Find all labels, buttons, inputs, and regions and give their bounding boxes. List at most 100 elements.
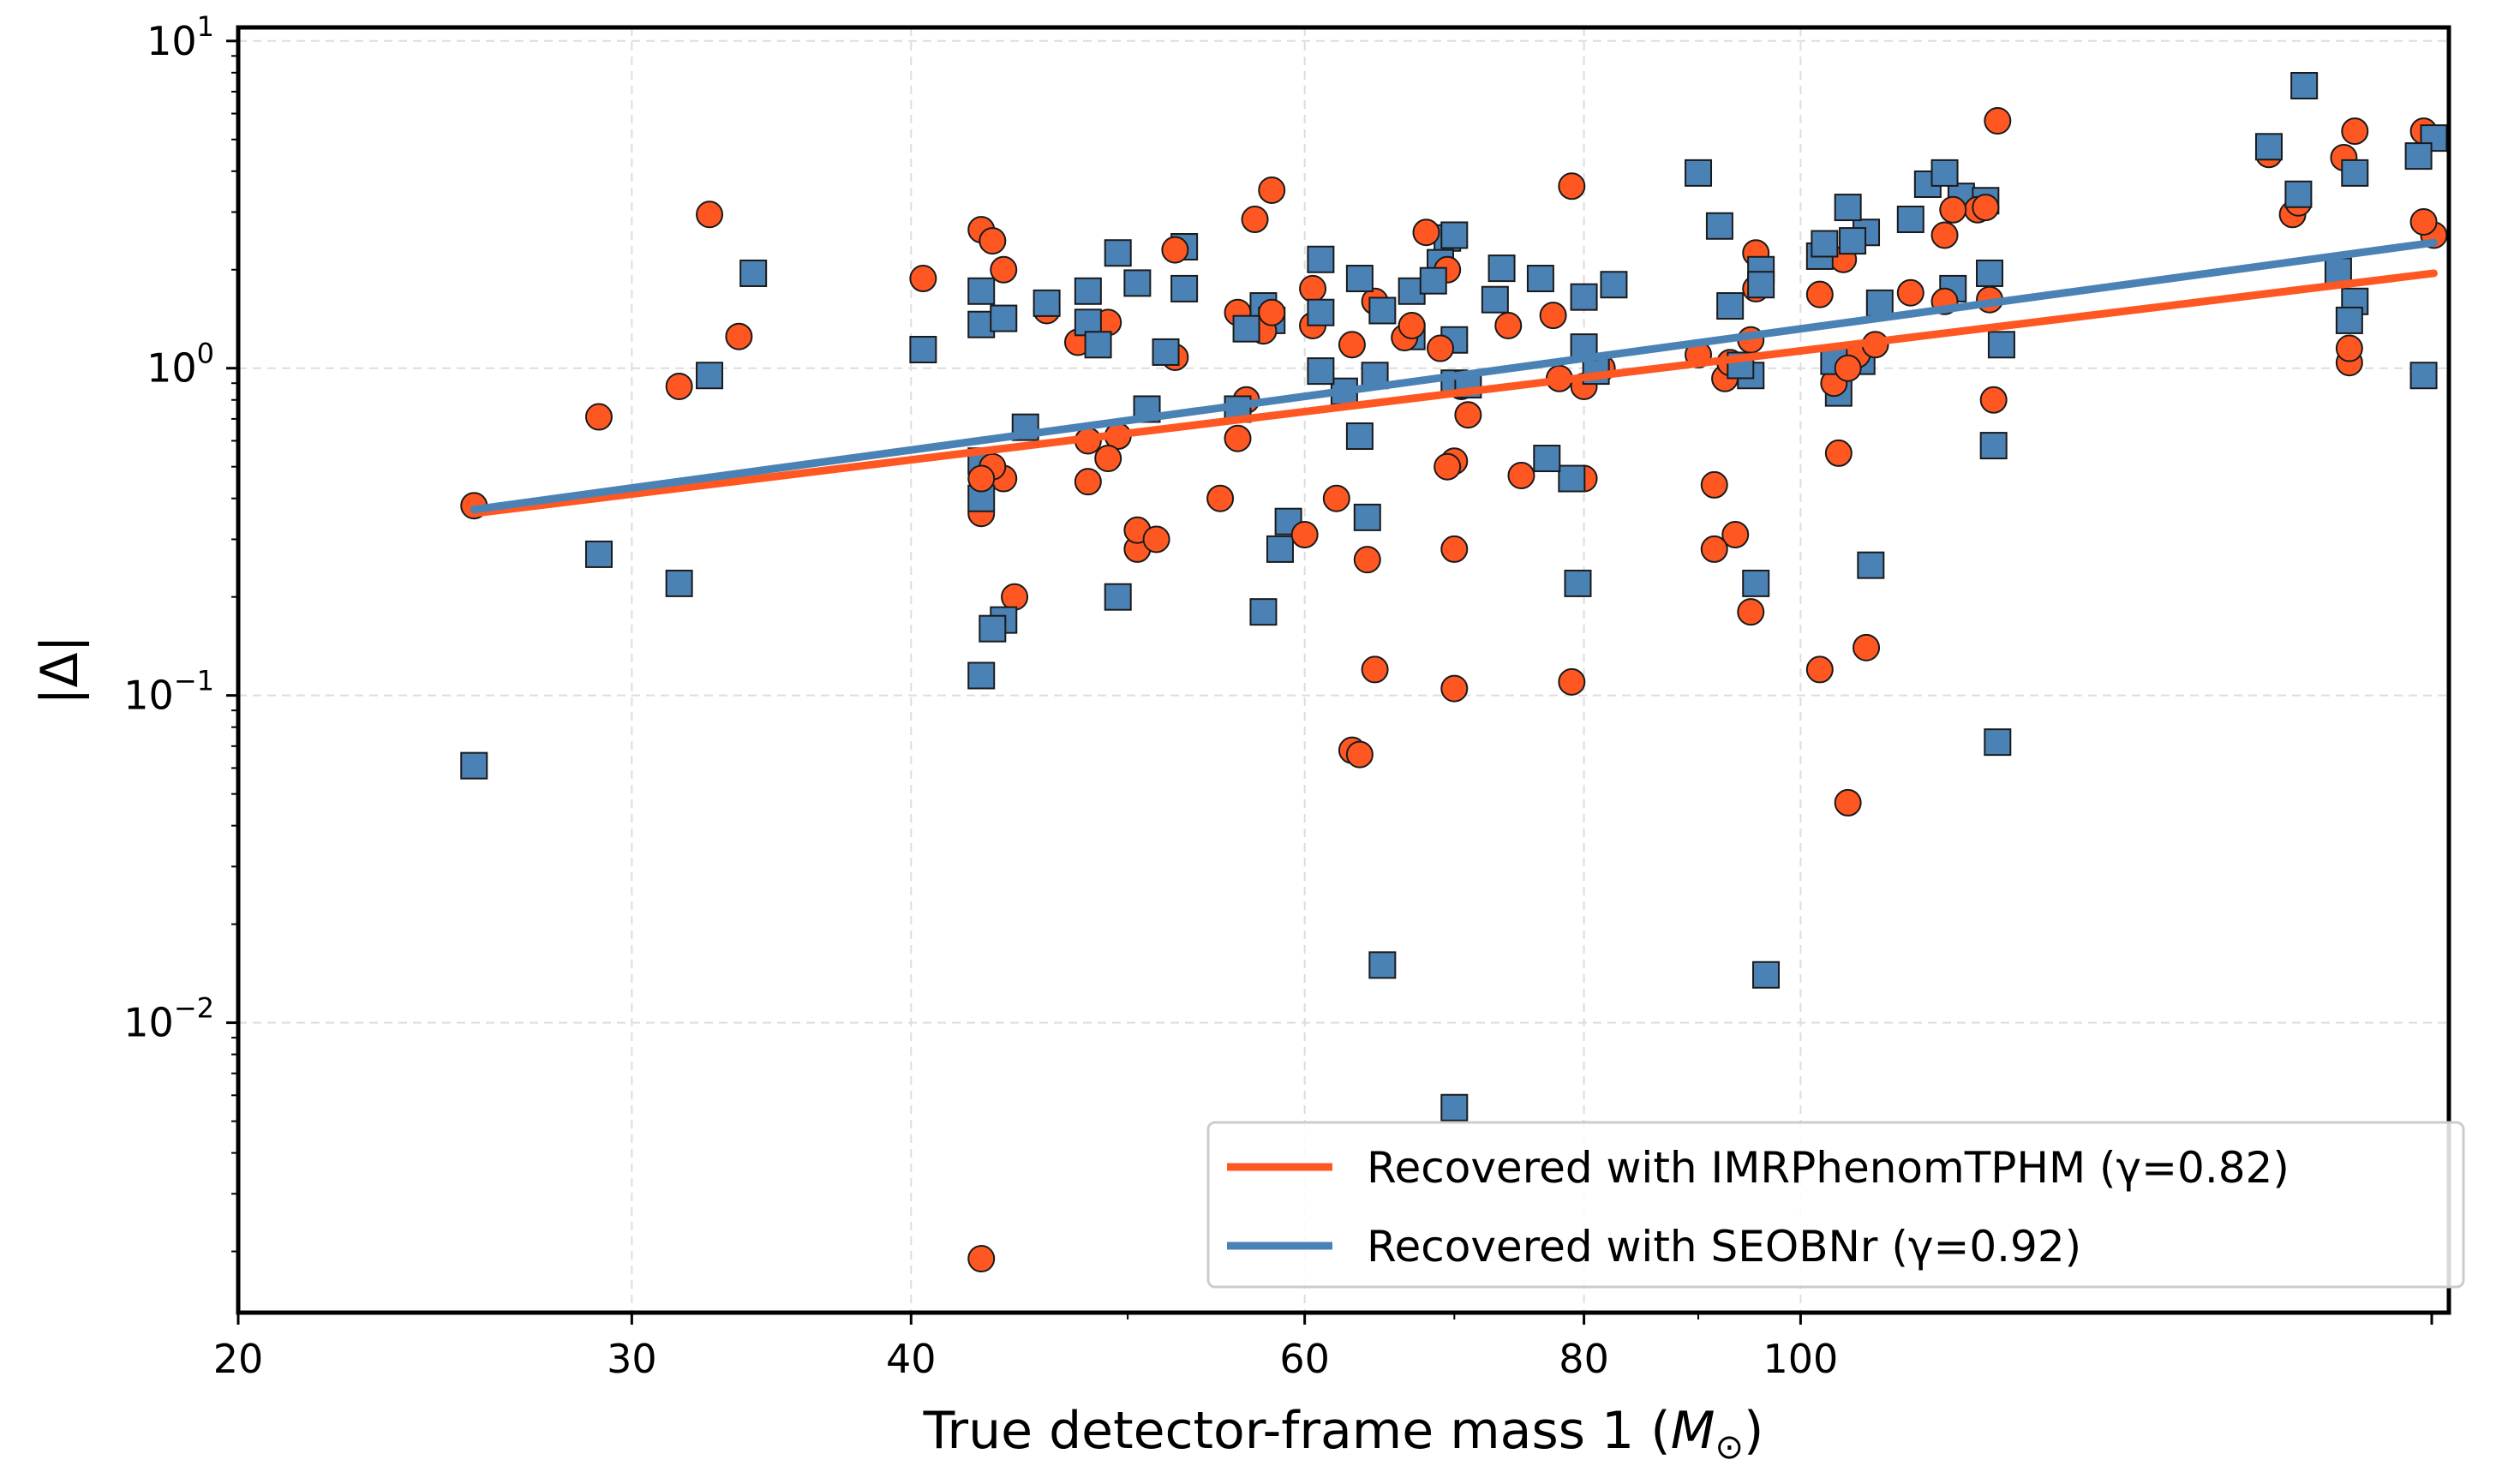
data-point-imrphenomtphm [1412, 218, 1440, 247]
data-point-seobnr [1345, 265, 1374, 293]
data-point-imrphenomtphm [2341, 117, 2369, 146]
data-point-seobnr [1865, 289, 1894, 317]
data-point-imrphenomtphm [1161, 236, 1189, 264]
data-point-seobnr [1487, 254, 1516, 283]
data-point-seobnr [1533, 445, 1561, 473]
data-point-imrphenomtphm [1700, 535, 1728, 563]
data-point-imrphenomtphm [1834, 788, 1862, 817]
y-axis-label: |Δ| [30, 635, 90, 704]
grid-lines [238, 27, 2449, 1313]
data-point-seobnr [1984, 728, 2012, 757]
data-point-imrphenomtphm [1353, 546, 1381, 574]
fit-lines [470, 238, 2438, 518]
data-point-imrphenomtphm [1853, 633, 1881, 661]
data-point-imrphenomtphm [1299, 274, 1327, 302]
data-point-seobnr [1742, 569, 1770, 597]
data-point-imrphenomtphm [2409, 207, 2438, 236]
data-point-seobnr [2284, 180, 2313, 208]
data-point-seobnr [967, 661, 996, 690]
data-point-seobnr [1481, 285, 1509, 314]
data-point-seobnr [1033, 289, 1061, 317]
data-point-seobnr [1170, 274, 1199, 302]
data-point-imrphenomtphm [1507, 461, 1535, 489]
data-point-seobnr [2335, 306, 2363, 334]
data-point-seobnr [696, 362, 724, 390]
data-point-seobnr [1249, 598, 1278, 626]
data-point-seobnr [1979, 432, 2008, 460]
legend: Recovered with IMRPhenomTPHM (γ=0.82) Re… [1206, 1121, 2465, 1289]
data-point-imrphenomtphm [1258, 176, 1286, 204]
data-point-imrphenomtphm [725, 322, 753, 350]
data-point-seobnr [2254, 133, 2283, 161]
data-point-seobnr [665, 569, 693, 597]
data-point-imrphenomtphm [990, 255, 1018, 284]
x-tick-label: 80 [1559, 1336, 1609, 1382]
legend-entry-seobnr: Recovered with SEOBNr (γ=0.92) [1367, 1222, 2081, 1272]
data-point-seobnr [1368, 951, 1397, 979]
data-point-seobnr [1834, 194, 1862, 222]
x-tick-labels: 20 30 40 60 80 100 [213, 1336, 1839, 1382]
plot-frame [236, 25, 2451, 1315]
data-point-imrphenomtphm [2335, 334, 2363, 362]
data-point-seobnr [460, 751, 488, 780]
data-point-seobnr [1440, 1093, 1469, 1122]
data-point-seobnr [1307, 298, 1335, 326]
data-point-imrphenomtphm [1984, 107, 2012, 135]
data-point-seobnr [2409, 362, 2438, 390]
data-point-seobnr [1930, 159, 1959, 187]
data-point-seobnr [967, 277, 996, 305]
fit-line-imrphenomtphm [470, 269, 2438, 518]
data-point-seobnr [1976, 259, 2004, 287]
data-point-seobnr [1307, 357, 1335, 386]
data-point-imrphenomtphm [584, 403, 613, 431]
data-point-seobnr [1526, 265, 1554, 293]
data-point-imrphenomtphm [1454, 401, 1482, 429]
data-points [460, 72, 2448, 1273]
data-point-seobnr [1266, 535, 1294, 563]
data-point-imrphenomtphm [1206, 484, 1235, 512]
data-point-imrphenomtphm [967, 1245, 996, 1273]
data-point-imrphenomtphm [1834, 354, 1862, 382]
data-point-imrphenomtphm [1896, 278, 1924, 307]
y-tick-label: 10−1 [123, 665, 214, 719]
data-point-imrphenomtphm [1224, 424, 1252, 452]
data-point-imrphenomtphm [1074, 468, 1102, 496]
data-point-imrphenomtphm [665, 372, 693, 400]
data-point-imrphenomtphm [1824, 439, 1853, 467]
data-point-seobnr [1685, 159, 1713, 187]
data-point-seobnr [1752, 960, 1781, 989]
data-point-seobnr [1570, 283, 1598, 311]
data-point-imrphenomtphm [1558, 667, 1586, 696]
x-tick-label: 30 [607, 1336, 657, 1382]
y-tick-label: 101 [147, 10, 214, 64]
data-point-imrphenomtphm [1258, 298, 1286, 326]
data-point-imrphenomtphm [1721, 520, 1750, 548]
data-point-imrphenomtphm [1939, 195, 1967, 224]
x-axis-label: True detector-frame mass 1 (M⊙) [923, 1401, 1764, 1467]
data-point-seobnr [1074, 277, 1102, 305]
data-point-seobnr [1440, 221, 1469, 249]
data-point-seobnr [584, 540, 613, 568]
data-point-seobnr [2341, 159, 2369, 187]
data-point-imrphenomtphm [1142, 525, 1170, 554]
data-point-imrphenomtphm [1700, 470, 1728, 499]
data-point-seobnr [1558, 464, 1586, 493]
x-tick-label: 60 [1279, 1336, 1330, 1382]
data-point-imrphenomtphm [1345, 740, 1374, 769]
data-point-imrphenomtphm [1972, 194, 2000, 222]
data-point-imrphenomtphm [1290, 520, 1319, 548]
data-point-imrphenomtphm [1322, 484, 1350, 512]
x-tick-label: 40 [886, 1336, 937, 1382]
data-point-imrphenomtphm [1241, 206, 1269, 234]
data-point-seobnr [1419, 266, 1447, 295]
x-tick-label: 20 [213, 1336, 264, 1382]
data-point-seobnr [1368, 296, 1397, 325]
y-tick-label: 10−2 [123, 992, 214, 1046]
data-point-seobnr [1353, 503, 1381, 531]
data-point-seobnr [2404, 142, 2433, 171]
data-point-imrphenomtphm [979, 227, 1007, 255]
data-point-imrphenomtphm [1440, 535, 1469, 563]
data-point-seobnr [1104, 239, 1132, 267]
data-point-seobnr [1811, 230, 1839, 258]
